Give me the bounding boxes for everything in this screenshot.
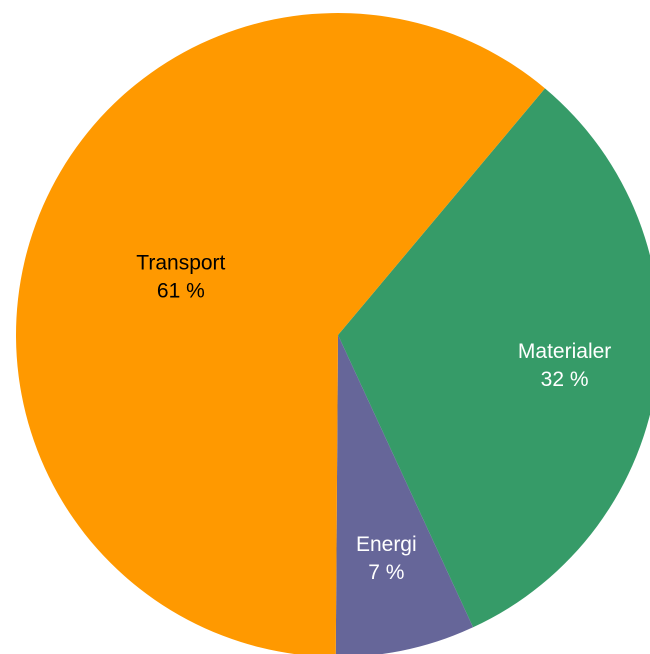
pie-slice	[16, 13, 545, 654]
slice-value-label: 32 %	[541, 368, 589, 391]
slice-value-label: 61 %	[157, 280, 205, 303]
slice-label: Materialer	[518, 340, 611, 363]
pie-slice	[338, 88, 650, 628]
slice-value-label: 7 %	[368, 561, 404, 584]
slice-label: Transport	[136, 252, 225, 275]
pie-slice	[335, 335, 474, 654]
slice-label: Energi	[356, 533, 417, 556]
